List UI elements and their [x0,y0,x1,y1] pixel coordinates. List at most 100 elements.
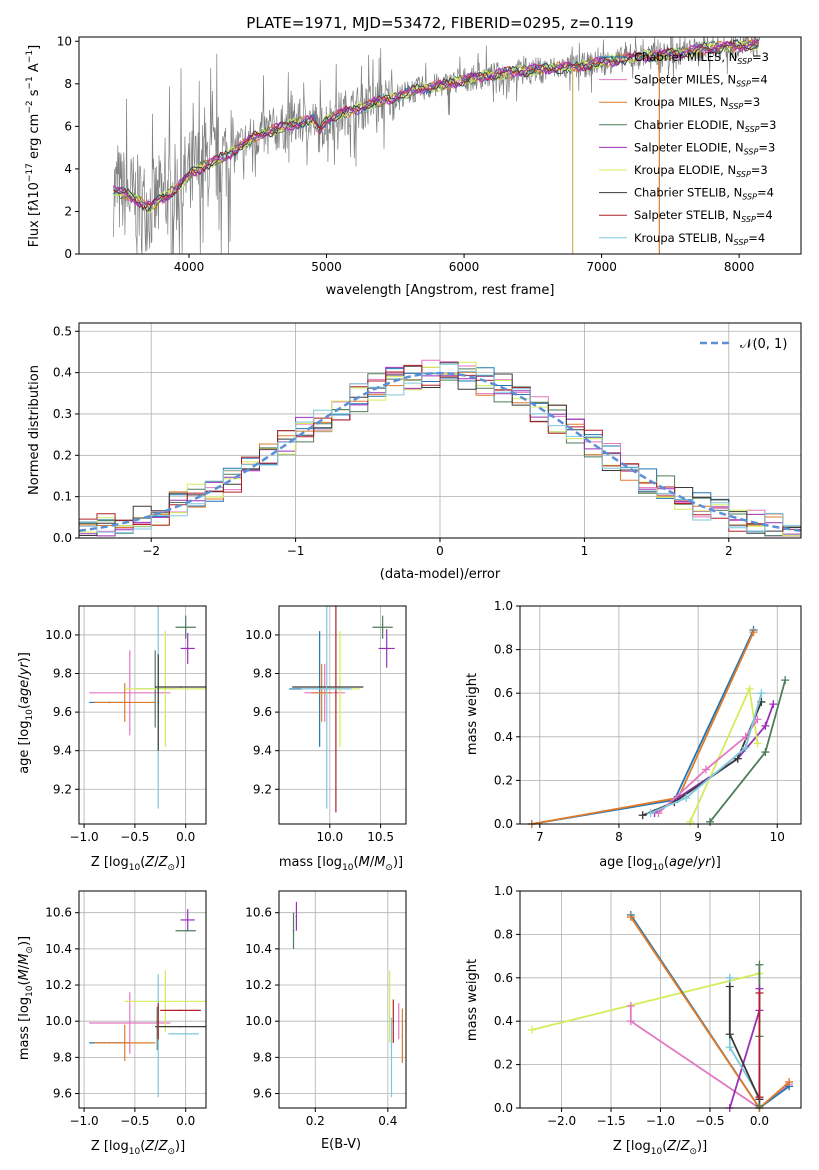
histogram-ticks: −2 −1 0 1 2 0.0 0.1 0.2 0.3 0.4 0.5 [53,324,733,558]
legend-subscript: SSP [729,102,744,111]
legend-subscript: SSP [741,215,756,224]
y-tick-label: 9.6 [253,705,272,719]
massweight-vs-metallicity-panel: −2.0 −1.5 −1.0 −0.5 0.0 0.0 0.2 0.4 0.6 0.8 1.0 [494,884,802,1128]
x-tick-label: −2 [142,544,160,558]
legend-label: Salpeter MILES, NSSP=4 [634,73,768,89]
y-tick-label: 0.1 [53,490,72,504]
data-point [129,1022,131,1024]
plus-marker [741,743,750,752]
y-tick-label: 0.5 [53,324,72,338]
x-tick-label: 8 [615,830,623,844]
data-point [388,1005,391,1008]
mass-weight-series [728,986,761,1100]
data-point [157,701,160,704]
x-tick-label: 2 [725,544,733,558]
x-tick-label: 0.4 [378,1114,397,1128]
plus-marker [761,748,770,757]
spectrum-legend: Chabrier MILES, NSSP=3 Salpeter MILES, NS… [599,50,776,247]
y-tick-label: 10.0 [245,628,272,642]
data-point [164,688,167,690]
panel-frame [78,890,207,1109]
legend-label: Chabrier ELODIE, NSSP=3 [634,118,776,134]
y-tick-label: 0.2 [494,1058,513,1072]
normal-distribution-curve [78,371,802,533]
y-tick-label: 9.2 [253,782,272,796]
plus-marker [733,754,742,763]
y-tick-label: 0.2 [494,773,513,787]
histogram-xlabel: (data-model)/error [380,567,501,582]
plus-marker [753,715,762,724]
data-point [184,626,187,629]
y-tick-label: 10.6 [45,906,72,920]
y-tick-label: 0.0 [494,817,513,831]
y-tick-label: 10.0 [245,1014,272,1028]
x-tick-label: 0 [436,544,444,558]
plus-marker [781,676,790,685]
errorbar-points [292,901,404,1098]
legend-label-rest: =4 [756,208,773,222]
plus-marker [626,1017,635,1026]
massz-xlabel: Z [log10(Z/Z⊙)] [91,1139,185,1157]
x-tick-label: 0.0 [750,1114,769,1128]
y-tick-label: 10.6 [245,906,272,920]
y-tick-label: 0.3 [53,407,72,421]
legend-subscript: SSP [736,170,751,179]
legend-label: Chabrier STELIB, NSSP=4 [634,186,774,202]
panel-frame [78,605,207,825]
y-tick-label: 0 [64,247,72,261]
agemass-xlabel: mass [log10(M/M⊙)] [279,855,403,873]
x-tick-label: 0.2 [306,1114,325,1128]
panel-frame [278,890,407,1109]
mass-weight-series [728,977,761,1098]
y-tick-label: 0.6 [494,686,513,700]
y-tick-label: 2 [64,204,72,218]
spectrum-panel: PLATE=1971, MJD=53472, FIBERID=0295, z=0… [25,14,802,298]
plus-marker [638,811,647,820]
y-tick-label: 0.8 [494,927,513,941]
plus-marker [702,765,711,774]
y-tick-label: 8 [64,77,72,91]
plus-marker [725,1030,734,1039]
y-tick-label: 10.0 [45,628,72,642]
plus-marker [725,973,734,982]
y-tick-label: 9.8 [253,667,272,681]
plus-marker [725,982,734,991]
data-point [129,692,131,694]
histogram-legend: 𝒩(0, 1) [700,337,787,352]
plus-marker [757,689,766,698]
plus-marker [769,700,778,709]
x-tick-label: 0.0 [176,830,195,844]
data-point [397,1020,400,1022]
y-tick-label: 9.8 [53,667,72,681]
y-tick-label: 10.2 [45,978,72,992]
y-tick-label: 1.0 [494,599,513,613]
legend-label: Salpeter ELODIE, NSSP=3 [634,140,775,156]
mass-weight-series [642,701,763,817]
agez-xlabel: Z [log10(Z/Z⊙)] [91,855,185,873]
mwz-ylabel: mass weight [465,959,480,1041]
data-point [385,647,388,650]
x-tick-label: 7 [536,830,544,844]
mass-weight-series [531,629,755,825]
mwage-xlabel: age [log10(age/yr)] [599,855,721,873]
legend-label-rest: =3 [751,163,768,177]
mwz-xlabel: Z [log10(Z/Z⊙)] [613,1139,707,1157]
legend-normal-label: 𝒩(0, 1) [740,337,787,352]
spectrum-data-lines [112,36,761,255]
spectrum-ylabel: Flux [fλ10−17 erg cm−2 s−1 A−1] [25,45,42,247]
plus-marker [626,1002,635,1011]
x-tick-label: 1 [581,544,589,558]
agez-ylabel: age [log10(age/yr)] [17,652,35,774]
plus-marker [761,721,770,730]
data-point [401,1034,404,1037]
y-tick-label: 9.6 [253,1087,272,1101]
mwage-ylabel: mass weight [465,673,480,755]
mass-vs-reddening-panel: 0.2 0.4 9.6 9.8 10.0 10.2 10.4 10.6 [245,890,407,1128]
model-spectrum-salpeter-stelib [113,39,759,209]
data-point [157,1020,160,1022]
errorbar-points [89,606,206,809]
legend-subscript: SSP [745,125,760,134]
data-point [381,626,384,629]
y-tick-label: 9.4 [53,744,72,758]
